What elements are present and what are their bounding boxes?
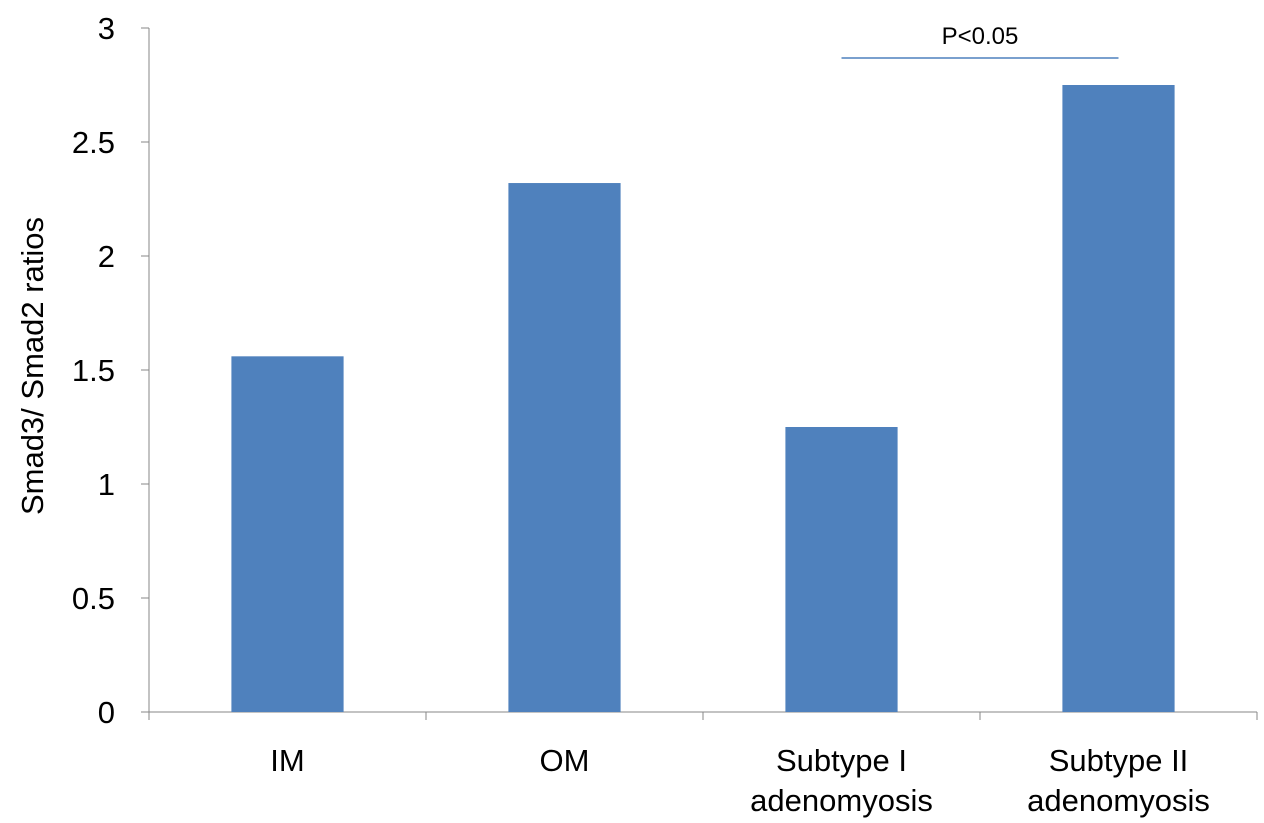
- annotations: P<0.05: [841, 23, 1119, 59]
- y-tick-label: 0: [98, 695, 115, 730]
- bar: [1062, 85, 1175, 712]
- x-category-label: OM: [540, 743, 590, 778]
- y-tick-label: 0.5: [72, 581, 115, 616]
- bars: [231, 85, 1175, 713]
- y-tick-label: 1: [98, 467, 115, 502]
- bar: [508, 183, 621, 713]
- y-ticks: 0 0.5 1 1.5 2 2.5 3: [72, 11, 149, 730]
- x-category-labels: IM OM Subtype I adenomyosis Subtype II adenom…: [270, 743, 1210, 818]
- y-tick-label: 2: [98, 239, 115, 274]
- bar: [785, 427, 898, 712]
- x-category-label: Subtype I: [776, 743, 907, 778]
- x-category-label: adenomyosis: [750, 783, 933, 818]
- significance-label: P<0.05: [942, 23, 1019, 50]
- bar: [231, 356, 344, 712]
- y-tick-label: 2.5: [72, 125, 115, 160]
- y-tick-label: 1.5: [72, 353, 115, 388]
- y-axis-title: Smad3/ Smad2 ratios: [15, 217, 50, 515]
- x-category-label: IM: [270, 743, 304, 778]
- x-category-label: adenomyosis: [1027, 783, 1210, 818]
- y-tick-label: 3: [98, 11, 115, 46]
- x-category-label: Subtype II: [1049, 743, 1189, 778]
